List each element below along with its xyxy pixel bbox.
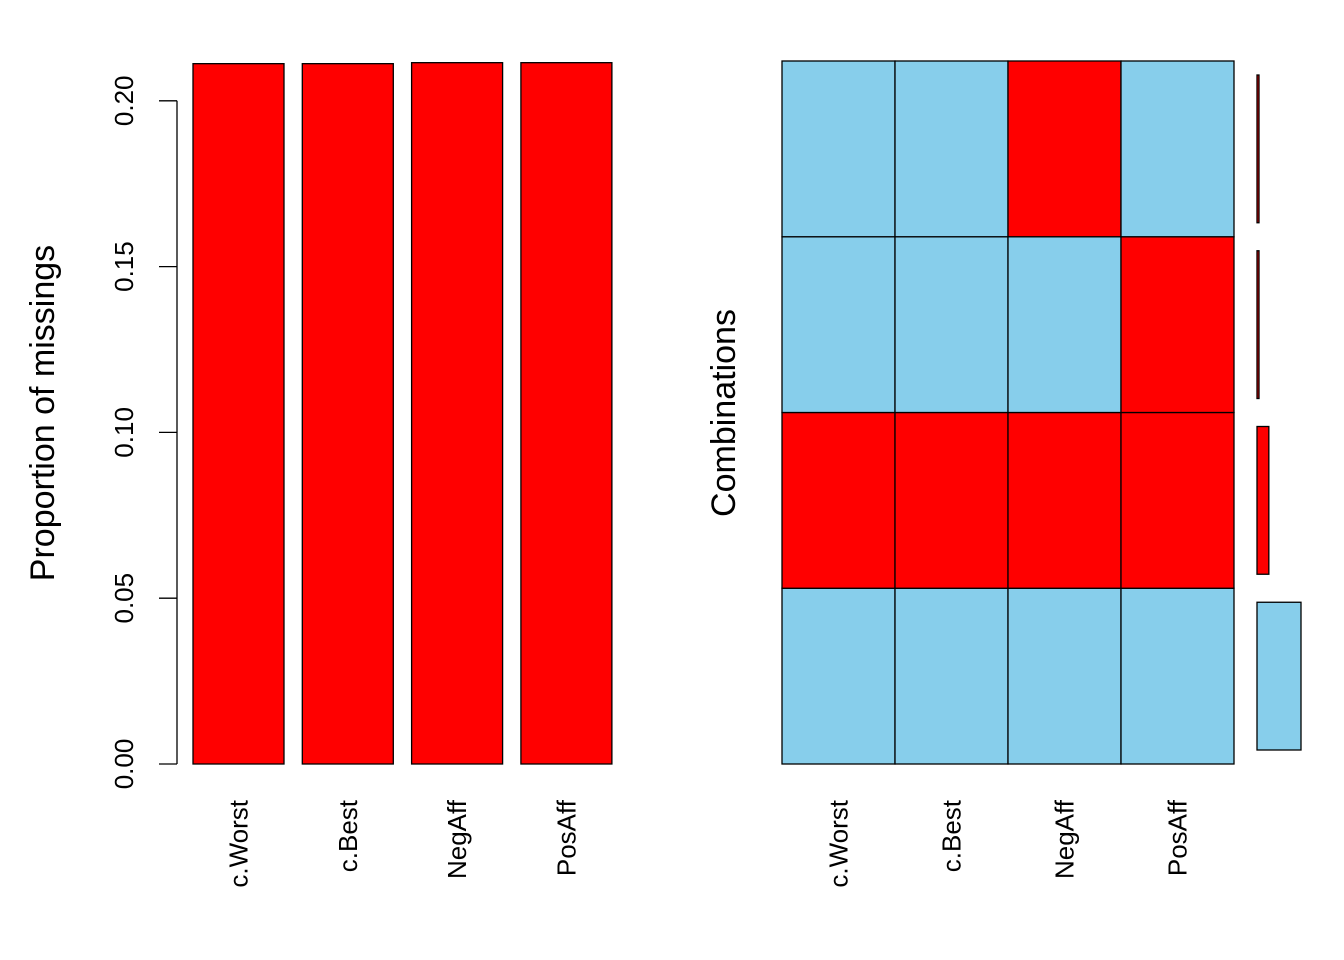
y-tick-label: 0.10 <box>109 407 139 458</box>
combination-cell <box>1007 60 1122 238</box>
frequency-bar <box>1256 74 1260 224</box>
combination-cell <box>1007 411 1122 589</box>
combination-cell <box>894 411 1009 589</box>
frequency-bar <box>1256 250 1260 400</box>
combination-cell <box>1007 236 1122 414</box>
x-tick-label: c.Best <box>937 799 967 872</box>
bar <box>301 63 394 765</box>
combination-cell <box>781 411 896 589</box>
x-tick-label: c.Worst <box>824 799 854 887</box>
combinations-chart: Combinations c.Worst c.Best NegAff PosAff <box>705 60 1302 888</box>
bar <box>192 63 285 765</box>
bar <box>410 62 504 765</box>
combination-cell <box>894 60 1009 238</box>
missing-proportion-chart: Proportion of missings 0.00 0.05 0.10 0.15 0… <box>24 62 613 888</box>
y-tick-label: 0.20 <box>109 75 139 126</box>
combination-cell <box>1120 60 1235 238</box>
x-tick-label: c.Worst <box>224 799 254 887</box>
x-tick-label: PosAff <box>551 799 581 876</box>
frequency-bar <box>1256 425 1270 575</box>
combination-cell <box>1007 587 1122 765</box>
y-tick-label: 0.05 <box>109 573 139 624</box>
combination-cell <box>894 236 1009 414</box>
combination-cell <box>1120 587 1235 765</box>
x-tick-label: NegAff <box>442 799 472 879</box>
bar <box>520 62 613 765</box>
y-tick-label: 0.00 <box>109 739 139 790</box>
combination-cell <box>781 587 896 765</box>
combination-cell <box>781 60 896 238</box>
frequency-bar <box>1256 601 1302 751</box>
x-tick-label: c.Best <box>333 799 363 872</box>
x-tick-label: NegAff <box>1050 799 1080 879</box>
combination-cell <box>781 236 896 414</box>
y-tick-label: 0.15 <box>109 241 139 292</box>
combination-cell <box>1120 236 1235 414</box>
combination-cell <box>1120 411 1235 589</box>
combinations-axis-label: Combinations <box>705 309 743 517</box>
x-tick-label: PosAff <box>1163 799 1193 876</box>
y-axis-label: Proportion of missings <box>24 245 62 581</box>
combination-cell <box>894 587 1009 765</box>
